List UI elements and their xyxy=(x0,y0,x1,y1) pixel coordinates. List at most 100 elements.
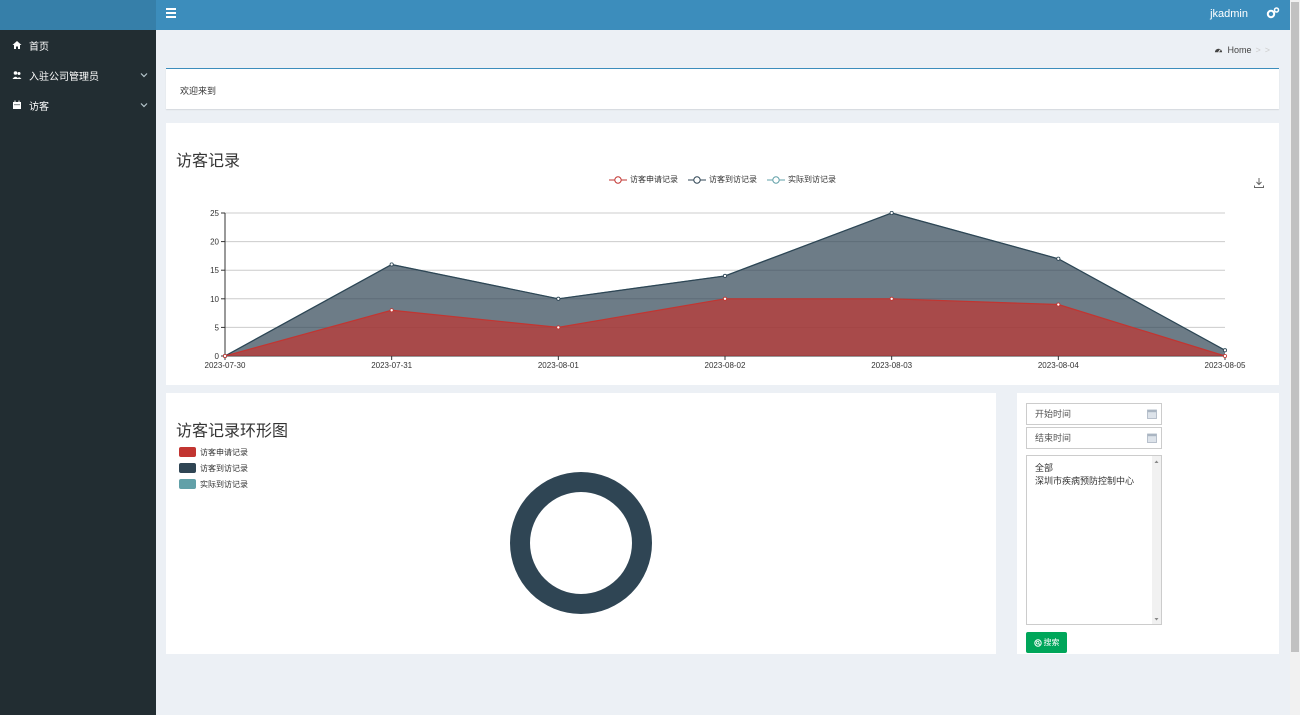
data-point xyxy=(1056,256,1061,261)
hamburger-icon[interactable] xyxy=(166,8,176,18)
donut-title: 访客记录环形图 xyxy=(176,423,289,440)
chevron-down-icon xyxy=(140,73,148,78)
area-2 xyxy=(225,213,1225,356)
data-point xyxy=(1223,348,1228,353)
data-point xyxy=(723,273,728,278)
data-point xyxy=(889,211,894,216)
legend-item-visit[interactable]: 访客到访记录 xyxy=(688,174,757,185)
donut-legend: 访客申请记录 访客到访记录 实际到访记录 xyxy=(179,444,248,492)
dashboard-icon xyxy=(1215,48,1223,53)
legend-item-actual[interactable]: 实际到访记录 xyxy=(767,174,836,185)
visitor-record-chart-panel: 访客记录 访客申请记录 访客到访记录 实际到访记录 0 5 10 15 20 25 2023… xyxy=(166,123,1279,385)
user-menu[interactable]: jkadmin xyxy=(1210,8,1248,20)
scroll-arrows xyxy=(1154,460,1159,621)
legend-label: 访客到访记录 xyxy=(200,463,248,473)
data-point xyxy=(223,353,228,358)
legend-item-apply[interactable]: 访客申请记录 xyxy=(609,174,678,185)
legend-label: 实际到访记录 xyxy=(200,479,248,489)
x-tick-label: 2023-08-04 xyxy=(1038,361,1079,370)
welcome-box: 欢迎来到 xyxy=(166,68,1279,109)
legend-line-marker xyxy=(767,175,785,184)
legend-item-visit[interactable]: 访客到访记录 xyxy=(179,460,248,476)
legend-label: 访客到访记录 xyxy=(709,175,757,184)
search-button[interactable]: 搜索 xyxy=(1026,632,1067,653)
chart-legend: 访客申请记录 访客到访记录 实际到访记录 xyxy=(166,174,1279,185)
sidebar-item-label: 访客 xyxy=(29,101,49,113)
logo-area[interactable] xyxy=(0,0,156,30)
chevron-down-icon xyxy=(140,103,148,108)
sidebar-item-home[interactable]: 首页 xyxy=(0,30,156,60)
listbox-option-all[interactable]: 全部 xyxy=(1035,463,1054,473)
legend-item-actual[interactable]: 实际到访记录 xyxy=(179,476,248,492)
download-icon[interactable] xyxy=(1253,177,1265,189)
organization-listbox[interactable]: 全部 深圳市疾病预防控制中心 xyxy=(1026,455,1162,625)
start-time-placeholder: 开始时间 xyxy=(1035,409,1072,419)
data-point xyxy=(723,296,728,301)
search-button-label: 搜索 xyxy=(1043,638,1060,647)
legend-swatch xyxy=(179,479,196,489)
start-time-input[interactable]: 开始时间 xyxy=(1026,403,1162,425)
y-tick-label: 15 xyxy=(210,266,219,275)
filter-panel: 开始时间 结束时间 全部 深圳市疾病预防控制中心 搜索 xyxy=(1017,393,1279,654)
gears-icon[interactable] xyxy=(1266,6,1280,20)
y-tick-label: 25 xyxy=(210,209,219,218)
breadcrumb-home[interactable]: Home xyxy=(1227,45,1252,55)
breadcrumb-separator: > xyxy=(1255,45,1261,55)
y-tick-label: 10 xyxy=(210,295,219,304)
legend-label: 实际到访记录 xyxy=(788,175,836,184)
page-scrollbar[interactable] xyxy=(1290,0,1300,715)
legend-label: 访客申请记录 xyxy=(200,447,248,457)
y-tick-label: 5 xyxy=(215,323,220,332)
sidebar-item-company-admin[interactable]: 入驻公司管理员 xyxy=(0,60,156,90)
calendar-icon[interactable] xyxy=(1147,409,1157,419)
data-point xyxy=(1223,348,1228,353)
listbox-scrollbar[interactable] xyxy=(1152,456,1161,624)
end-time-placeholder: 结束时间 xyxy=(1035,433,1072,443)
calendar-icon xyxy=(13,100,21,109)
x-tick-label: 2023-08-02 xyxy=(705,361,746,370)
home-icon xyxy=(12,41,22,49)
data-point xyxy=(723,273,728,278)
area-chart: 0 5 10 15 20 25 2023-07-30 2023-07-31 2023-08-01… xyxy=(205,209,1246,370)
area-0 xyxy=(225,298,1225,356)
data-point xyxy=(889,211,894,216)
data-point xyxy=(223,353,228,358)
breadcrumb-separator: > xyxy=(1264,45,1270,55)
calendar-icon[interactable] xyxy=(1147,433,1157,443)
series-line-2 xyxy=(224,212,1226,357)
sidebar-item-label: 入驻公司管理员 xyxy=(29,71,99,83)
legend-line-marker xyxy=(688,175,706,184)
sidebar-item-label: 首页 xyxy=(29,41,49,53)
search-circle-icon xyxy=(1033,638,1042,647)
breadcrumb: Home > > xyxy=(1214,45,1270,55)
data-point xyxy=(389,308,394,313)
x-tick-label: 2023-08-05 xyxy=(1205,361,1246,370)
legend-swatch xyxy=(179,447,196,457)
end-time-input[interactable]: 结束时间 xyxy=(1026,427,1162,449)
scrollbar-thumb[interactable] xyxy=(1291,2,1299,652)
data-point xyxy=(889,296,894,301)
data-point xyxy=(556,325,561,330)
data-point xyxy=(389,262,394,267)
donut-slice[interactable] xyxy=(510,472,652,614)
area-1 xyxy=(225,213,1225,356)
x-tick-label: 2023-08-03 xyxy=(871,361,912,370)
chart-title: 访客记录 xyxy=(176,153,241,170)
data-point xyxy=(556,296,561,301)
series-line-0 xyxy=(224,298,1226,357)
legend-line-marker xyxy=(609,175,627,184)
data-point xyxy=(1056,302,1061,307)
legend-label: 访客申请记录 xyxy=(630,175,678,184)
legend-item-apply[interactable]: 访客申请记录 xyxy=(179,444,248,460)
x-tick-label: 2023-08-01 xyxy=(538,361,579,370)
x-tick-label: 2023-07-31 xyxy=(371,361,412,370)
x-tick-label: 2023-07-30 xyxy=(205,361,246,370)
data-point xyxy=(389,262,394,267)
data-point xyxy=(1223,353,1228,358)
sidebar: 首页 入驻公司管理员 访客 xyxy=(0,30,156,715)
data-point xyxy=(1056,256,1061,261)
sidebar-item-visitor[interactable]: 访客 xyxy=(0,90,156,120)
legend-swatch xyxy=(179,463,196,473)
listbox-option-cdc[interactable]: 深圳市疾病预防控制中心 xyxy=(1035,476,1135,486)
top-navbar: jkadmin xyxy=(156,0,1290,30)
